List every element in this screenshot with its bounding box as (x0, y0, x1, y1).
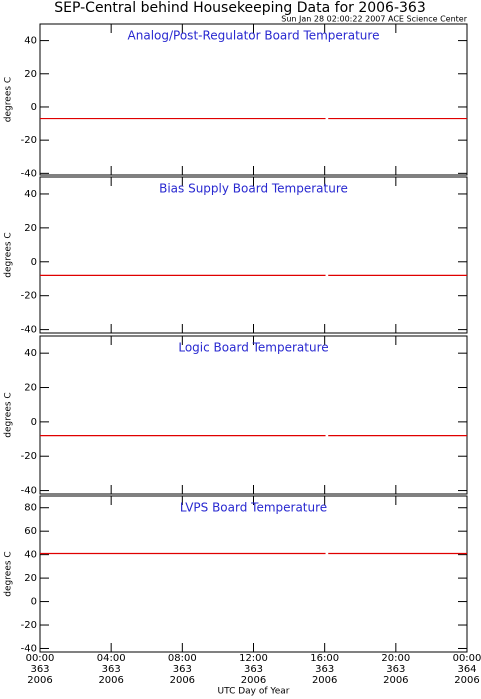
x-tick-label: 04:00 (97, 653, 126, 664)
panel-title: LVPS Board Temperature (180, 501, 327, 515)
y-tick-label: 40 (24, 36, 37, 47)
x-tick-year: 2006 (383, 675, 408, 686)
y-tick-label: -40 (21, 486, 37, 497)
y-tick-label: 40 (24, 348, 37, 359)
x-tick-year: 2006 (241, 675, 266, 686)
y-tick-label: 80 (24, 503, 37, 514)
x-tick-year: 2006 (27, 675, 52, 686)
x-tick-label: 20:00 (381, 653, 410, 664)
y-tick-label: -40 (21, 643, 37, 654)
y-tick-label: -20 (21, 291, 37, 302)
y-tick-label: -20 (21, 620, 37, 631)
x-tick-day: 363 (30, 664, 49, 675)
y-tick-label: 40 (24, 550, 37, 561)
x-tick-day: 363 (315, 664, 334, 675)
y-tick-label: 20 (24, 69, 37, 80)
x-axis-label: UTC Day of Year (218, 687, 290, 697)
plot-frame (39, 335, 468, 495)
x-tick-label: 12:00 (239, 653, 268, 664)
x-tick-year: 2006 (98, 675, 123, 686)
x-tick-label: 16:00 (310, 653, 339, 664)
plot-frame (39, 495, 468, 653)
x-tick-day: 364 (457, 664, 476, 675)
panel-title: Bias Supply Board Temperature (159, 182, 348, 196)
plot-frame (39, 23, 468, 176)
y-tick-label: 60 (24, 526, 37, 537)
y-axis-label: degrees C (4, 77, 14, 122)
x-tick-year: 2006 (312, 675, 337, 686)
x-tick-label: 08:00 (168, 653, 197, 664)
y-tick-label: 20 (24, 573, 37, 584)
x-tick-year: 2006 (170, 675, 195, 686)
x-tick-day: 363 (386, 664, 405, 675)
x-tick-label: 00:00 (26, 653, 55, 664)
plot-frame (39, 176, 468, 334)
y-tick-label: 0 (31, 257, 37, 268)
y-tick-label: -20 (21, 135, 37, 146)
x-tick-label: 00:00 (453, 653, 481, 664)
x-tick-year: 2006 (454, 675, 479, 686)
x-tick-day: 363 (102, 664, 121, 675)
y-tick-label: -40 (21, 168, 37, 179)
x-tick-day: 363 (244, 664, 263, 675)
y-axis-label: degrees C (4, 392, 14, 437)
y-tick-label: 40 (24, 189, 37, 200)
y-tick-label: 20 (24, 383, 37, 394)
y-tick-label: 20 (24, 223, 37, 234)
x-tick-day: 363 (173, 664, 192, 675)
y-tick-label: 0 (31, 417, 37, 428)
y-tick-label: -40 (21, 325, 37, 336)
panel-title: Analog/Post-Regulator Board Temperature (128, 29, 380, 43)
y-tick-label: 0 (31, 597, 37, 608)
chart-title: SEP-Central behind Housekeeping Data for… (54, 0, 426, 16)
chart-subtitle: Sun Jan 28 02:00:22 2007 ACE Science Cen… (281, 15, 467, 24)
y-axis-label: degrees C (4, 551, 14, 596)
y-axis-label: degrees C (4, 232, 14, 277)
y-tick-label: 0 (31, 102, 37, 113)
panel-title: Logic Board Temperature (178, 341, 328, 355)
y-tick-label: -20 (21, 451, 37, 462)
